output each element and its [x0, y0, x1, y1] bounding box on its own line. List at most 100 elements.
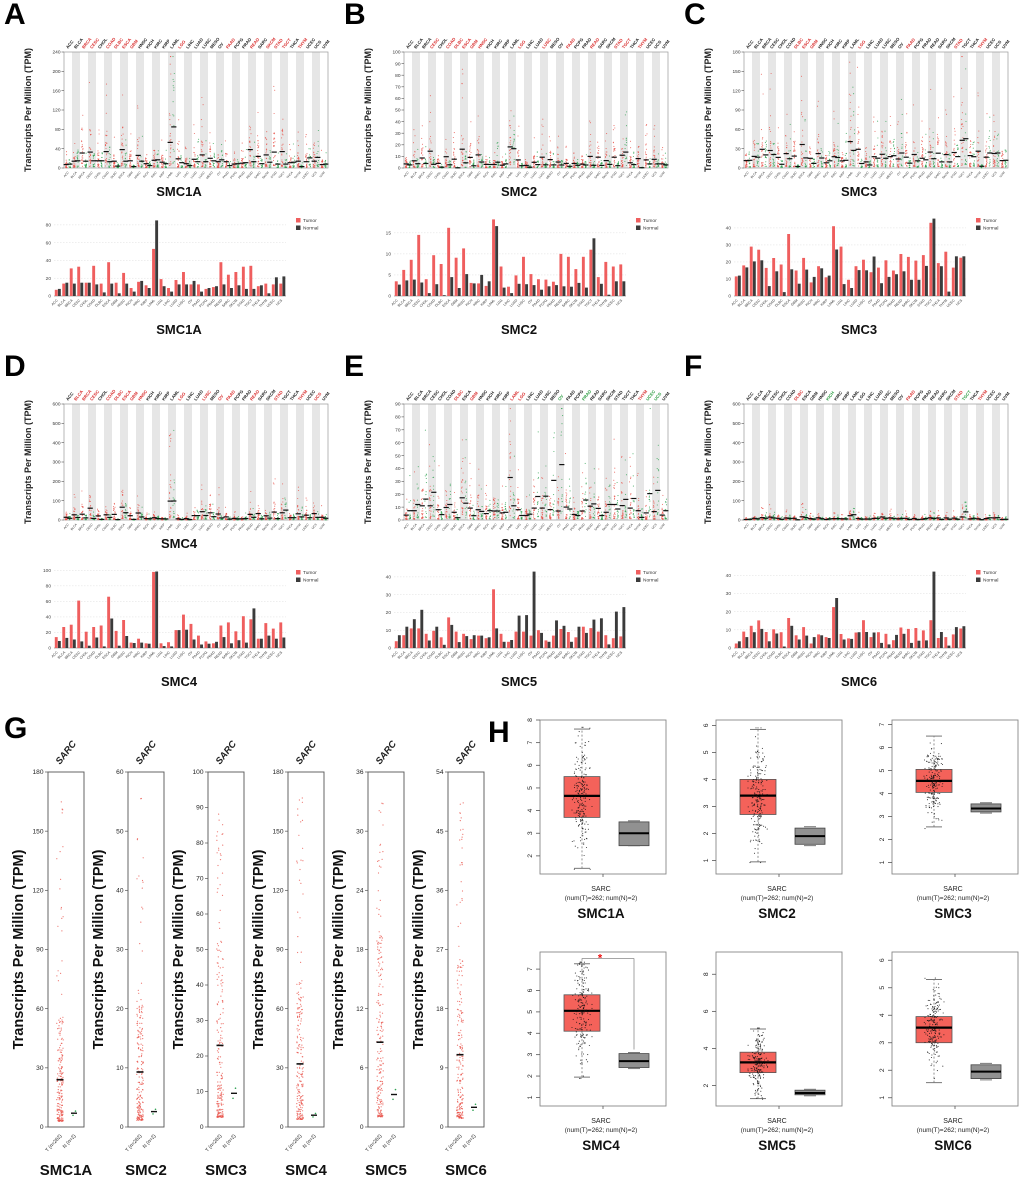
svg-text:BLCA: BLCA	[750, 171, 758, 180]
gene-title: SMC6	[934, 1138, 972, 1153]
svg-text:10: 10	[395, 154, 401, 160]
svg-text:SARC: SARC	[257, 37, 268, 50]
svg-text:OV: OV	[217, 42, 225, 50]
svg-text:TGCT: TGCT	[961, 37, 972, 50]
svg-text:UCS: UCS	[991, 171, 998, 178]
svg-text:STAD: STAD	[613, 38, 624, 50]
dot-plot-smc2: Transcripts Per Million (TPM) 0 10 20 30 40 50…	[363, 36, 671, 180]
svg-text:LUAD: LUAD	[530, 170, 539, 179]
svg-text:20: 20	[395, 143, 401, 149]
svg-text:TGCT: TGCT	[244, 298, 254, 308]
svg-text:TGCT: TGCT	[277, 170, 285, 179]
svg-text:TGCT: TGCT	[957, 170, 965, 179]
svg-text:READ: READ	[585, 170, 594, 180]
gene-title: SMC2	[500, 322, 538, 337]
svg-text:70: 70	[395, 85, 401, 91]
svg-text:40: 40	[46, 258, 52, 264]
x-label: SARC	[767, 886, 787, 893]
gene-title: SMC6	[840, 536, 878, 551]
dot-plot-smc1a: Transcripts Per Million (TPM) 0 40 80 120 160…	[23, 36, 331, 180]
svg-text:SARC: SARC	[253, 170, 262, 180]
dot-plot-smc6: Transcripts Per Million (TPM) 01002003004…	[703, 388, 1011, 532]
svg-text:KICH: KICH	[825, 38, 835, 49]
svg-text:COAD: COAD	[785, 37, 797, 50]
svg-text:Tumor: Tumor	[303, 218, 317, 224]
x-sublabel: (num(T)=262; num(N)=2)	[740, 1127, 814, 1134]
svg-text:PAAD: PAAD	[565, 37, 576, 49]
svg-text:READ: READ	[589, 37, 600, 50]
svg-text:PCPG: PCPG	[229, 170, 238, 180]
x-sublabel: (num(T)=262; num(N)=2)	[916, 1127, 990, 1134]
svg-text:UCEC: UCEC	[985, 37, 996, 50]
svg-text:DLBC: DLBC	[790, 170, 799, 179]
svg-text:10: 10	[386, 252, 392, 258]
svg-text:LIHC: LIHC	[163, 298, 172, 307]
svg-text:KIRP: KIRP	[501, 38, 511, 49]
svg-text:Transcripts Per Million (TPM): Transcripts Per Million (TPM)	[703, 48, 713, 172]
svg-text:COAD: COAD	[441, 170, 450, 180]
svg-text:UCEC: UCEC	[301, 170, 310, 180]
svg-text:PCPG: PCPG	[233, 36, 245, 49]
svg-text:LUAD: LUAD	[169, 298, 179, 308]
svg-text:0: 0	[738, 166, 741, 172]
svg-text:Transcripts Per Million (TPM): Transcripts Per Million (TPM)	[363, 48, 373, 172]
svg-text:CHOL: CHOL	[93, 170, 102, 179]
svg-text:PCPG: PCPG	[913, 36, 925, 49]
svg-text:CHOL: CHOL	[433, 170, 442, 179]
panel-letter: B	[344, 0, 366, 31]
svg-text:CHOL: CHOL	[419, 298, 429, 308]
svg-text:STAD: STAD	[577, 298, 587, 308]
svg-text:180: 180	[732, 50, 740, 56]
gene-title: SMC5	[365, 1162, 407, 1179]
svg-text:BLCA: BLCA	[57, 298, 67, 308]
x-sublabel: (num(T)=262; num(N)=2)	[564, 895, 638, 902]
svg-text:ESCA: ESCA	[121, 37, 132, 49]
svg-text:THYM: THYM	[633, 170, 642, 179]
svg-text:HNSC: HNSC	[813, 170, 822, 180]
svg-text:Normal: Normal	[643, 226, 658, 232]
sarc-strip-plots: Transcripts Per Million (TPM)03060901201…	[11, 739, 485, 1153]
panel-e: E Transcripts Per Million (TPM) 0 10 20 30 40…	[340, 352, 680, 702]
gene-title: SMC5	[500, 536, 538, 551]
svg-text:CESC: CESC	[425, 170, 434, 180]
svg-text:KIRP: KIRP	[161, 38, 171, 49]
svg-text:THYM: THYM	[297, 37, 309, 50]
gene-title: SMC3	[840, 184, 878, 199]
svg-text:ACC: ACC	[745, 39, 755, 49]
svg-text:TGCT: TGCT	[584, 298, 594, 308]
svg-text:Tumor: Tumor	[643, 218, 657, 224]
svg-text:THCA: THCA	[969, 37, 980, 49]
x-sublabel: (num(T)=262; num(N)=2)	[564, 1127, 638, 1134]
svg-text:LAML: LAML	[509, 37, 521, 50]
gene-title: SMC3	[205, 1162, 247, 1179]
svg-text:COAD: COAD	[781, 170, 790, 180]
svg-text:STAD: STAD	[953, 38, 964, 50]
svg-text:LAML: LAML	[169, 37, 181, 50]
svg-text:UVM: UVM	[661, 39, 671, 50]
svg-text:240: 240	[52, 50, 60, 56]
svg-text:SKCM: SKCM	[261, 170, 270, 180]
gene-title: SMC4	[582, 1138, 620, 1153]
svg-text:ACC: ACC	[63, 170, 71, 178]
gene-title: SMC6	[840, 674, 878, 689]
svg-text:KICH: KICH	[805, 298, 814, 307]
dot-plot-smc5: Transcripts Per Million (TPM) 01020304050…	[363, 388, 671, 532]
svg-text:BRCA: BRCA	[404, 298, 414, 308]
svg-text:UCS: UCS	[275, 298, 284, 307]
gene-title: SMC1A	[39, 1162, 93, 1179]
gene-title: SMC4	[160, 674, 198, 689]
bar-chart-smc4: 020406080100ACCBLCABRCACESCCHOLCOADDLBCE…	[43, 568, 318, 660]
svg-text:HNSC: HNSC	[473, 170, 482, 180]
svg-text:COAD: COAD	[86, 298, 96, 308]
x-label: SARC	[767, 1118, 787, 1125]
svg-text:GBM: GBM	[809, 38, 819, 49]
svg-text:GBM: GBM	[469, 38, 479, 49]
svg-text:LAML: LAML	[147, 298, 156, 307]
svg-text:5: 5	[388, 273, 391, 279]
svg-text:GBM: GBM	[790, 298, 799, 307]
svg-text:HNSC: HNSC	[796, 298, 806, 308]
